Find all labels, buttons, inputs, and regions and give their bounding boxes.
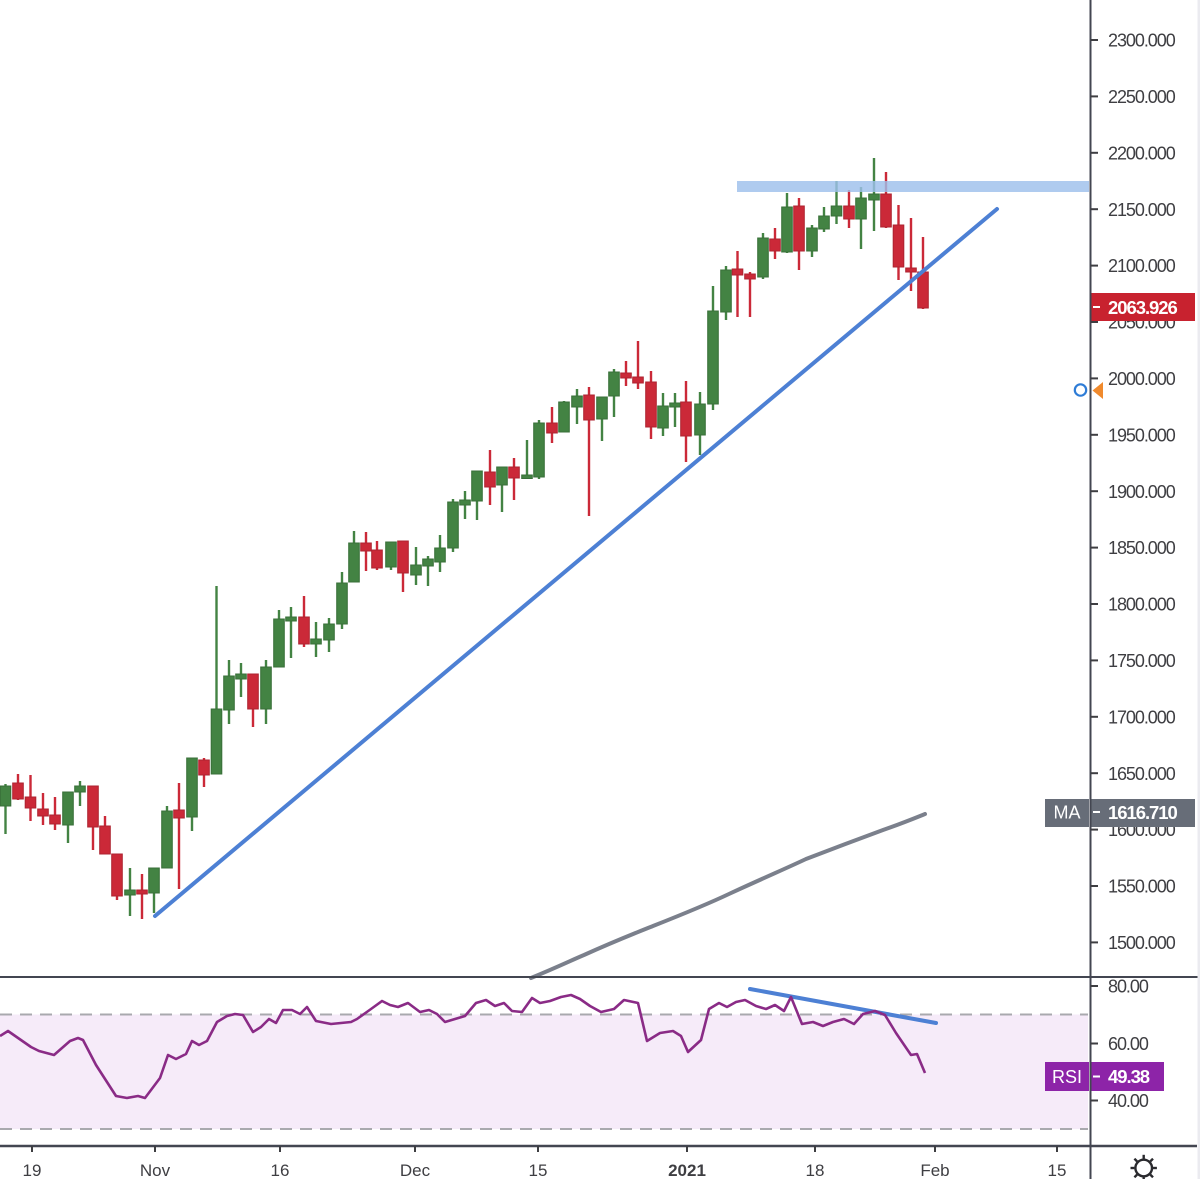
- svg-text:2200.000: 2200.000: [1108, 143, 1176, 163]
- svg-text:1500.000: 1500.000: [1108, 933, 1176, 953]
- svg-text:Feb: Feb: [920, 1161, 949, 1179]
- svg-text:1750.000: 1750.000: [1108, 651, 1176, 671]
- svg-text:19: 19: [23, 1161, 42, 1179]
- svg-text:1650.000: 1650.000: [1108, 764, 1176, 784]
- svg-text:2100.000: 2100.000: [1108, 256, 1176, 276]
- svg-text:2250.000: 2250.000: [1108, 87, 1176, 107]
- svg-text:Nov: Nov: [140, 1161, 171, 1179]
- svg-text:1800.000: 1800.000: [1108, 595, 1176, 615]
- svg-text:1850.000: 1850.000: [1108, 538, 1176, 558]
- svg-text:2150.000: 2150.000: [1108, 200, 1176, 220]
- svg-text:15: 15: [1048, 1161, 1067, 1179]
- svg-text:2063.926: 2063.926: [1108, 297, 1178, 318]
- svg-text:MA: MA: [1054, 803, 1081, 823]
- svg-text:18: 18: [806, 1161, 825, 1179]
- svg-text:RSI: RSI: [1052, 1067, 1082, 1087]
- svg-text:1950.000: 1950.000: [1108, 425, 1176, 445]
- svg-text:40.00: 40.00: [1108, 1091, 1149, 1111]
- svg-text:1700.000: 1700.000: [1108, 707, 1176, 727]
- svg-text:15: 15: [529, 1161, 548, 1179]
- svg-text:2000.000: 2000.000: [1108, 369, 1176, 389]
- svg-text:60.00: 60.00: [1108, 1034, 1149, 1054]
- svg-text:1550.000: 1550.000: [1108, 877, 1176, 897]
- svg-text:1616.710: 1616.710: [1108, 802, 1178, 823]
- svg-text:16: 16: [271, 1161, 290, 1179]
- svg-text:49.38: 49.38: [1108, 1066, 1150, 1087]
- svg-text:1900.000: 1900.000: [1108, 482, 1176, 502]
- svg-text:Dec: Dec: [400, 1161, 431, 1179]
- svg-text:2300.000: 2300.000: [1108, 31, 1176, 51]
- svg-text:2021: 2021: [668, 1161, 706, 1179]
- svg-text:80.00: 80.00: [1108, 977, 1149, 997]
